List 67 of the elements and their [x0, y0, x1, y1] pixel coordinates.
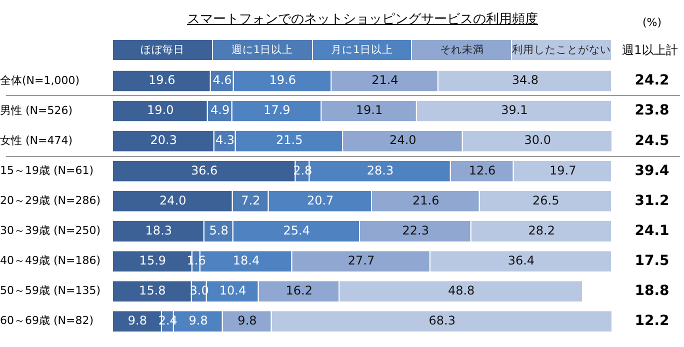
data-label: 15.9	[139, 253, 166, 268]
text: 23.8	[634, 102, 670, 119]
data-label: 4.6	[212, 73, 232, 88]
y-tick-label: 女性 (N=474)	[0, 134, 73, 147]
data-label: 25.4	[283, 223, 310, 238]
data-label: 24.0	[160, 193, 186, 208]
data-label: 27.7	[348, 253, 375, 268]
y-tick-label: 40～49歳 (N=186)	[0, 254, 101, 268]
data-label: 21.4	[372, 73, 398, 88]
y-tick-label: 20～29歳 (N=286)	[0, 194, 101, 208]
data-label: 19.6	[148, 73, 176, 88]
data-label: 21.6	[412, 193, 440, 208]
y-tick-label: 60～69歳 (N=82)	[0, 314, 94, 328]
data-label: 19.6	[269, 73, 296, 88]
data-label: 19.7	[549, 163, 576, 178]
data-label: 19.1	[356, 103, 383, 118]
text: 週1以上計	[621, 42, 679, 59]
data-label: 18.4	[232, 253, 260, 268]
text: 24.1	[634, 222, 670, 239]
text: (%)	[641, 16, 663, 29]
y-tick-label: 30～39歳 (N=250)	[0, 224, 101, 238]
text: 31.2	[634, 192, 670, 209]
data-label: 20.7	[306, 193, 334, 208]
data-label: 9.8	[238, 314, 257, 328]
data-label: 26.5	[532, 193, 560, 208]
y-tick-label: 全体(N=1,000)	[0, 74, 80, 87]
y-tick-label: 50～59歳 (N=135)	[0, 284, 101, 298]
data-label: 12.6	[468, 163, 496, 178]
data-label: 16.2	[286, 283, 312, 298]
data-label: 28.3	[366, 163, 394, 178]
text: 17.5	[634, 252, 670, 269]
data-label: 9.8	[128, 314, 147, 328]
data-label: 18.3	[145, 223, 172, 238]
text: 18.8	[634, 282, 670, 299]
data-label: 34.8	[512, 73, 539, 88]
data-label: 24.0	[390, 133, 416, 148]
data-label: 19.0	[147, 103, 174, 118]
data-label: 48.8	[448, 283, 475, 298]
chart-title: スマートフォンでのネットショッピングサービスの利用頻度	[186, 11, 539, 28]
data-label: 7.2	[241, 193, 260, 208]
data-label: 10.4	[219, 283, 246, 298]
text: 24.5	[634, 132, 670, 149]
data-label: 68.3	[428, 314, 456, 328]
data-label: 36.4	[508, 253, 535, 268]
data-label: 28.2	[528, 223, 555, 238]
data-label: 21.5	[276, 133, 303, 148]
data-label: 39.1	[501, 103, 528, 118]
data-label: 17.9	[264, 103, 290, 118]
data-label: 4.9	[210, 103, 230, 118]
series-label: 週に1日以上	[212, 40, 312, 60]
text: 24.2	[634, 72, 670, 89]
text: 39.4	[634, 162, 670, 179]
series-label: 利用したことがない	[512, 40, 612, 60]
data-label: 30.0	[524, 133, 552, 148]
data-label: 5.8	[209, 223, 228, 238]
series-label: ほぼ毎日	[113, 40, 212, 60]
text: 12.2	[634, 313, 670, 330]
data-label: 15.8	[139, 283, 166, 298]
data-label: 20.3	[150, 133, 178, 148]
data-label: 4.3	[215, 133, 235, 148]
data-label: 36.6	[190, 163, 218, 178]
data-label: 9.8	[188, 314, 208, 328]
y-tick-label: 15～19歳 (N=61)	[0, 164, 94, 178]
y-tick-label: 男性 (N=526)	[0, 104, 73, 117]
series-label: 月に1日以上	[312, 40, 412, 60]
series-label: それ未満	[412, 40, 512, 60]
data-label: 22.3	[402, 223, 430, 238]
